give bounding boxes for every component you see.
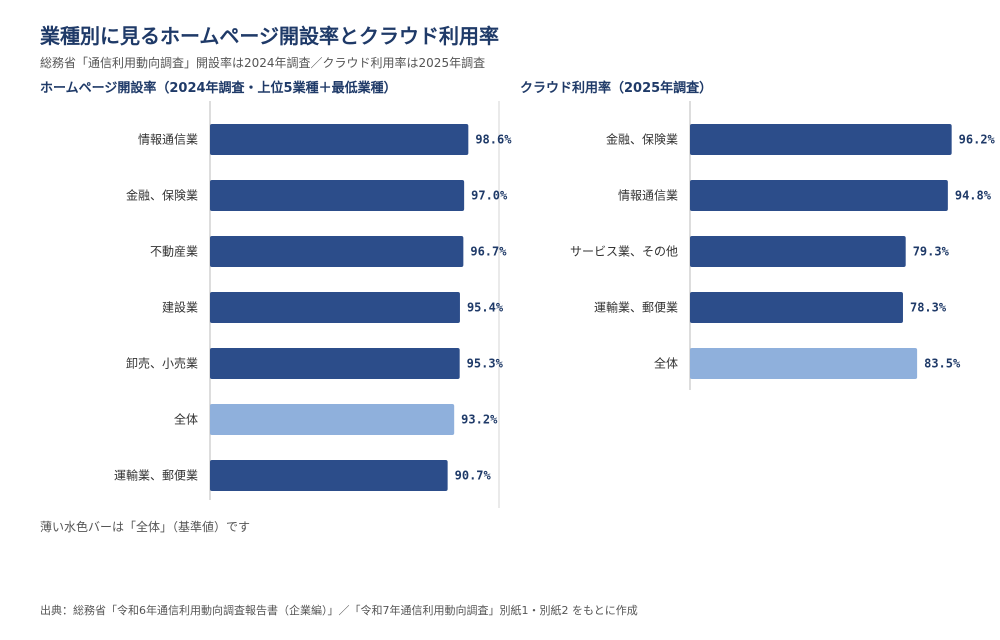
left-value-label: 95.4% — [467, 301, 504, 315]
left-category-label: 金融、保険業 — [126, 188, 198, 203]
right-value-label: 96.2% — [959, 133, 996, 147]
right-category-label: 運輸業、郵便業 — [594, 300, 678, 315]
right-value-label: 78.3% — [910, 301, 947, 315]
left-category-label: 情報通信業 — [138, 133, 198, 147]
right-bar — [690, 292, 903, 323]
left-category-label: 卸売、小売業 — [126, 356, 198, 371]
left-bar — [210, 292, 460, 323]
left-bar — [210, 460, 448, 491]
left-value-label: 90.7% — [455, 469, 492, 483]
left-bar — [210, 348, 460, 379]
right-bar — [690, 180, 948, 211]
right-value-label: 94.8% — [955, 189, 992, 203]
right-category-label: 情報通信業 — [618, 189, 678, 203]
left-value-label: 97.0% — [471, 189, 508, 203]
right-value-label: 83.5% — [924, 357, 961, 371]
left-bar — [210, 124, 469, 155]
left-category-label: 全体 — [174, 412, 198, 427]
left-value-label: 98.6% — [475, 133, 512, 147]
right-bar — [690, 236, 906, 267]
left-value-label: 93.2% — [461, 413, 498, 427]
left-bar — [210, 236, 464, 267]
chart-note: 薄い水色バーは「全体」（基準値）です — [40, 520, 251, 534]
source-text: 出典：総務省「令和6年通信利用動向調査報告書（企業編）」／「令和7年通信利用動向… — [40, 604, 638, 617]
left-category-label: 運輸業、郵便業 — [114, 468, 198, 483]
right-bar — [690, 348, 918, 379]
right-chart: 金融、保険業 96.2% 情報通信業 94.8% サービス業、その他 79.3% 運輸業、郵… — [570, 124, 996, 379]
left-bar — [210, 404, 455, 435]
left-category-label: 不動産業 — [150, 244, 198, 259]
left-bar — [210, 180, 465, 211]
left-category-label: 建設業 — [162, 300, 198, 315]
left-value-label: 96.7% — [470, 245, 507, 259]
right-chart-title: クラウド利用率（2025年調査） — [520, 81, 713, 96]
page-title: 業種別に見るホームページ開設率とクラウド利用率 — [40, 24, 499, 48]
right-category-label: 全体 — [654, 356, 678, 371]
right-value-label: 79.3% — [913, 245, 950, 259]
left-chart: 情報通信業 98.6% 金融、保険業 97.0% 不動産業 96.7% 建設業 95.4% 卸売… — [114, 124, 512, 491]
left-value-label: 95.3% — [467, 357, 504, 371]
right-category-label: 金融、保険業 — [606, 132, 678, 147]
page-subtitle: 総務省「通信利用動向調査」開設率は2024年調査／クラウド利用率は2025年調査 — [40, 56, 486, 70]
right-bar — [690, 124, 952, 155]
right-category-label: サービス業、その他 — [570, 245, 678, 259]
left-chart-title: ホームページ開設率（2024年調査・上位5業種＋最低業種） — [40, 81, 397, 96]
